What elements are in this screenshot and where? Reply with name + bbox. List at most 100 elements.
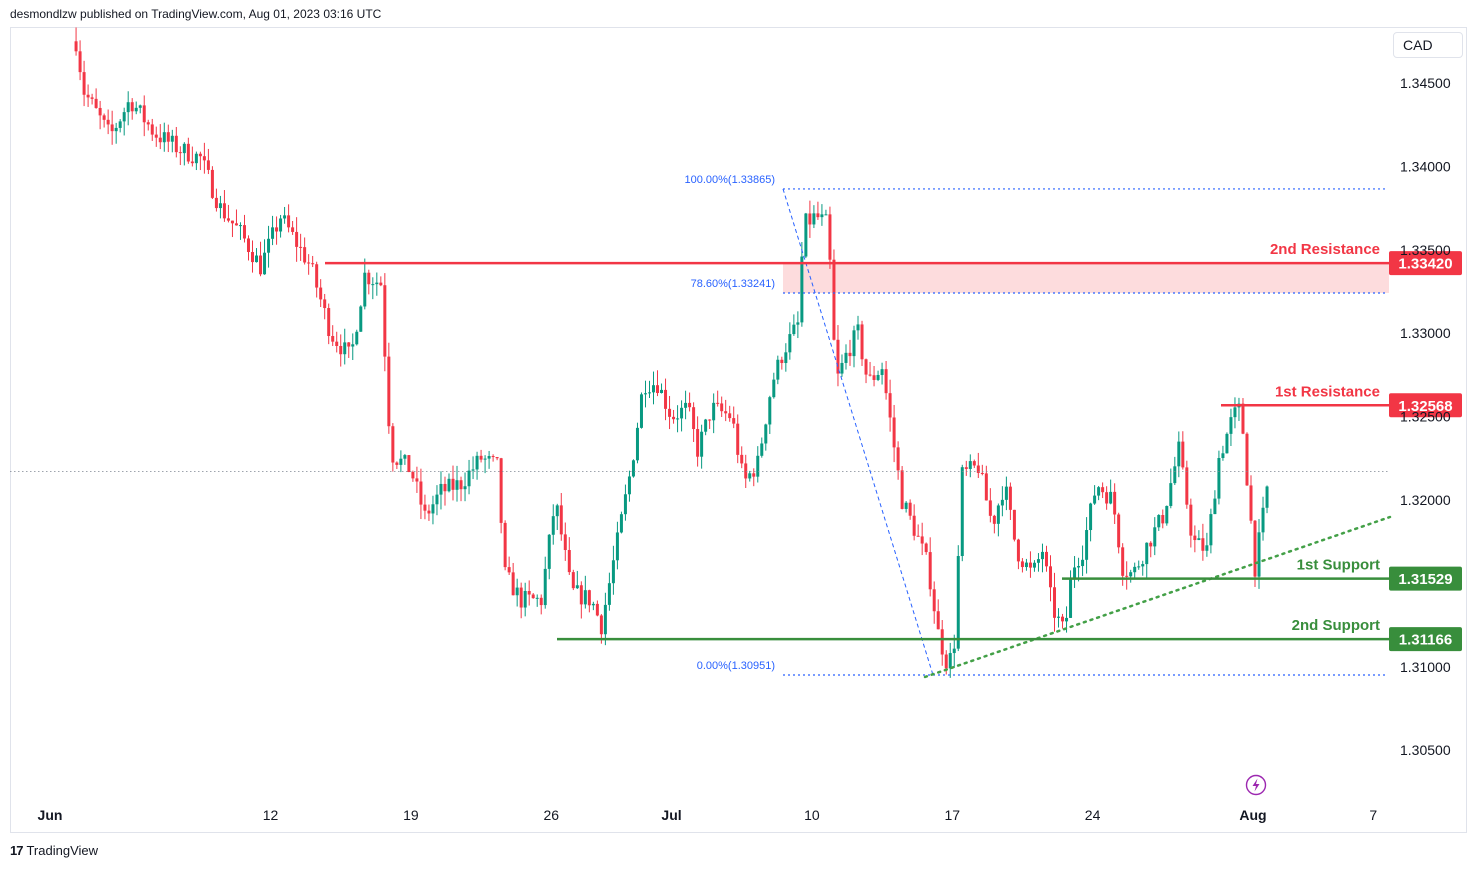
y-tick-label: 1.30500: [1400, 742, 1451, 758]
candle-body: [912, 515, 916, 536]
candle-body: [242, 225, 246, 239]
candle-body: [680, 407, 684, 419]
candle-body: [836, 339, 840, 374]
candle-body: [535, 597, 539, 599]
candle-body: [696, 429, 700, 457]
candle-body: [347, 342, 351, 347]
candle-body: [559, 505, 563, 535]
candle-body: [599, 615, 603, 635]
candle-body: [122, 112, 126, 122]
y-tick-label: 1.33000: [1400, 325, 1451, 341]
candle-body: [728, 413, 732, 419]
candle-body: [1261, 507, 1265, 533]
candle-body: [1036, 559, 1040, 563]
candle-body: [744, 463, 748, 479]
candle-body: [676, 418, 680, 420]
candle-body: [1040, 551, 1044, 560]
chart-frame: [10, 27, 1467, 833]
lightning-icon[interactable]: [1245, 774, 1267, 796]
candle-body: [615, 532, 619, 561]
candle-body: [551, 516, 555, 535]
candle-body: [660, 389, 664, 394]
candle-body: [772, 379, 776, 398]
candle-body: [643, 393, 647, 395]
candle-body: [82, 72, 86, 95]
candle-body: [206, 160, 210, 170]
candle-body: [1057, 616, 1061, 618]
candle-body: [415, 478, 419, 482]
level-name: 1st Support: [1297, 557, 1380, 574]
candle-body: [1257, 532, 1261, 577]
candle-body: [1249, 485, 1253, 521]
candle-body: [1044, 551, 1048, 567]
candle-body: [435, 494, 439, 505]
candle-body: [495, 457, 499, 459]
candle-body: [1008, 486, 1012, 510]
candle-body: [611, 560, 615, 584]
fib-trend-line: [782, 188, 934, 676]
candle-body: [383, 285, 387, 357]
candle-body: [1189, 504, 1193, 536]
candle-body: [820, 214, 824, 218]
candle-body: [255, 255, 259, 263]
candle-body: [880, 369, 884, 375]
candle-body: [992, 515, 996, 524]
candle-body: [627, 476, 631, 495]
candle-body: [146, 122, 150, 125]
candle-body: [186, 143, 190, 162]
currency-selector[interactable]: CAD: [1393, 32, 1463, 58]
candle-body: [900, 470, 904, 509]
candle-body: [238, 225, 242, 227]
candle-body: [86, 94, 90, 98]
candle-body: [1177, 441, 1181, 467]
candle-body: [1121, 547, 1125, 576]
candle-body: [479, 455, 483, 460]
candle-body: [307, 262, 311, 264]
candle-body: [170, 135, 174, 142]
candle-body: [275, 227, 279, 232]
candle-body: [246, 238, 250, 253]
candle-body: [511, 572, 515, 596]
candle-body: [724, 411, 728, 414]
candle-body: [688, 402, 692, 408]
candle-body: [475, 455, 479, 470]
candle-body: [126, 102, 130, 113]
candle-body: [812, 213, 816, 225]
candle-body: [736, 423, 740, 455]
candle-body: [768, 397, 772, 425]
candle-body: [451, 478, 455, 490]
candle-body: [808, 213, 812, 225]
candle-body: [263, 252, 267, 275]
candle-body: [756, 455, 760, 477]
candle-body: [487, 456, 491, 459]
candle-body: [1197, 538, 1201, 541]
candle-body: [315, 264, 319, 288]
candle-body: [788, 334, 792, 353]
candle-body: [1004, 486, 1008, 500]
candle-body: [796, 322, 800, 325]
candle-body: [259, 255, 263, 275]
candle-body: [1221, 453, 1225, 459]
candle-body: [531, 594, 535, 599]
level-name: 2nd Support: [1292, 617, 1380, 634]
y-tick-label: 1.34500: [1400, 75, 1451, 91]
candle-body: [327, 308, 331, 337]
candle-body: [1185, 467, 1189, 505]
x-tick-label: 24: [1085, 807, 1101, 823]
candle-body: [287, 215, 291, 228]
support-trendline: [923, 515, 1392, 679]
candle-body: [182, 143, 186, 154]
price-tag-text: 1.31529: [1398, 571, 1452, 588]
candle-body: [888, 393, 892, 418]
candle-body: [303, 247, 307, 263]
x-tick-label: Jun: [38, 807, 63, 823]
candle-body: [467, 470, 471, 487]
candle-body: [283, 215, 287, 219]
candle-body: [375, 282, 379, 285]
resistance-zone-layer: [783, 263, 1389, 294]
level-name: 2nd Resistance: [1270, 241, 1380, 258]
candle-body: [1205, 545, 1209, 551]
candle-body: [1145, 542, 1149, 565]
candle-body: [407, 455, 411, 473]
